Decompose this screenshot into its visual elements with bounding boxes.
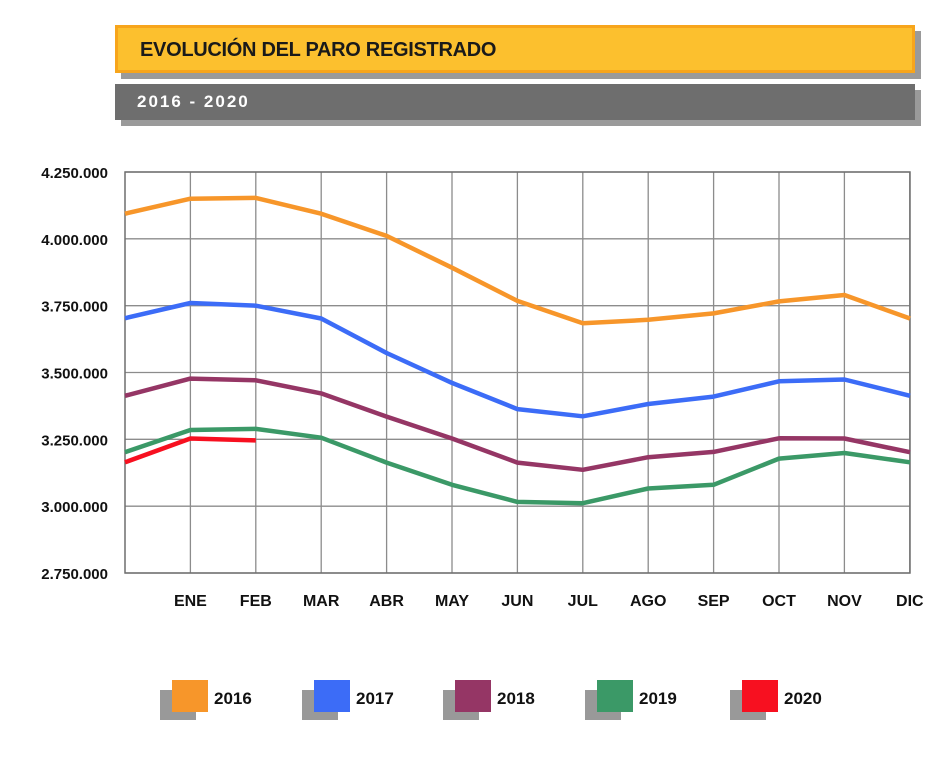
line-chart: 4.250.000 4.000.000 3.750.000 3.500.000 3.25…	[41, 165, 924, 610]
x-tick-label: MAR	[303, 593, 340, 610]
series-lines	[124, 195, 911, 506]
legend-label: 2020	[784, 689, 822, 708]
legend-label: 2018	[497, 689, 535, 708]
plot-area-border	[124, 171, 911, 574]
legend-label: 2017	[356, 689, 394, 708]
series-line-2017	[124, 300, 911, 419]
legend-swatch	[455, 680, 491, 712]
legend-swatch	[314, 680, 350, 712]
legend-swatch	[172, 680, 208, 712]
x-tick-label: NOV	[827, 593, 862, 610]
x-tick-label: DIC	[896, 593, 924, 610]
y-tick-label: 4.250.000	[41, 165, 108, 182]
grid	[124, 171, 911, 574]
legend-label: 2019	[639, 689, 677, 708]
y-tick-label: 3.500.000	[41, 366, 108, 383]
y-tick-label: 3.750.000	[41, 299, 108, 316]
x-tick-label: ABR	[369, 593, 404, 610]
subtitle-banner: 2016 - 2020	[115, 84, 921, 126]
x-tick-label: AGO	[630, 593, 666, 610]
legend-label: 2016	[214, 689, 252, 708]
x-tick-label: MAY	[435, 593, 469, 610]
x-tick-label: OCT	[762, 593, 796, 610]
chart-subtitle: 2016 - 2020	[137, 92, 250, 111]
title-banner-face: EVOLUCIÓN DEL PARO REGISTRADO	[115, 25, 915, 73]
x-tick-label: FEB	[240, 593, 272, 610]
legend-swatch	[742, 680, 778, 712]
chart-title: EVOLUCIÓN DEL PARO REGISTRADO	[140, 39, 497, 61]
x-tick-label: JUL	[568, 593, 598, 610]
series-line-2016	[124, 195, 911, 326]
x-tick-label: JUN	[501, 593, 533, 610]
x-tick-label: ENE	[174, 593, 207, 610]
title-banner: EVOLUCIÓN DEL PARO REGISTRADO	[115, 25, 921, 79]
y-axis-ticks: 4.250.000 4.000.000 3.750.000 3.500.000 3.25…	[41, 165, 108, 583]
series-line-2019	[124, 426, 911, 506]
series-line-2020	[124, 436, 256, 465]
legend-swatch	[597, 680, 633, 712]
y-tick-label: 2.750.000	[41, 566, 108, 583]
y-tick-label: 3.000.000	[41, 499, 108, 516]
series-line-2018	[124, 376, 911, 473]
y-tick-label: 4.000.000	[41, 232, 108, 249]
x-tick-label: SEP	[698, 593, 730, 610]
subtitle-banner-face: 2016 - 2020	[115, 84, 915, 120]
x-axis-ticks: ENE FEB MAR ABR MAY JUN JUL AGO SEP OCT NOV DIC	[174, 593, 924, 610]
y-tick-label: 3.250.000	[41, 432, 108, 449]
